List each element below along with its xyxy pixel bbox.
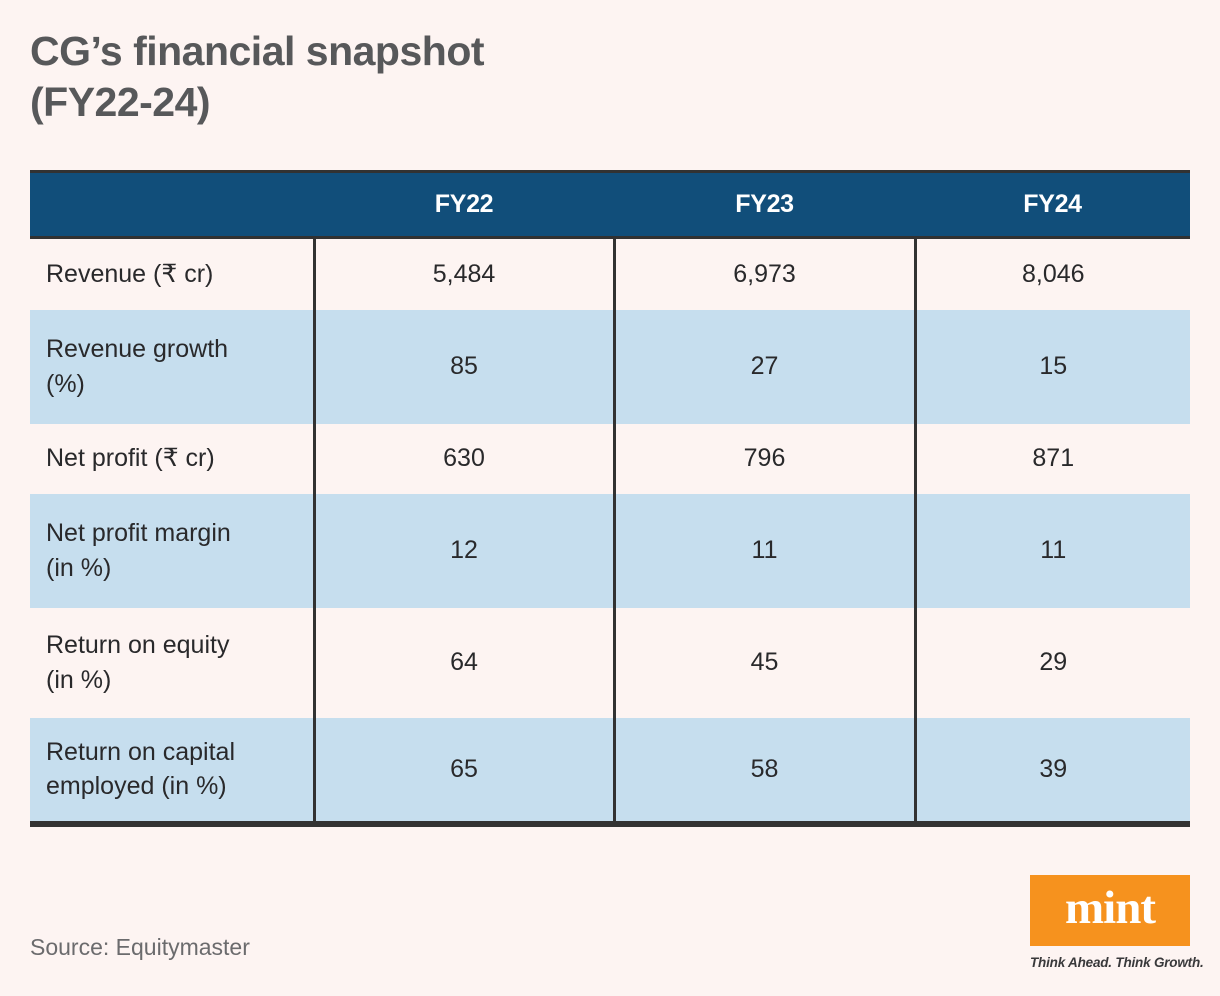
cell-value: 64 <box>312 607 614 718</box>
cell-value: 45 <box>612 607 915 718</box>
table-row: Return on equity (in %) 64 45 29 <box>30 607 1190 718</box>
table-header: FY22 FY23 FY24 <box>30 171 1190 238</box>
table-body: Revenue (₹ cr) 5,484 6,973 8,046 Revenue… <box>30 237 1190 824</box>
table-row: Revenue growth (%) 85 27 15 <box>30 309 1190 424</box>
financial-table: FY22 FY23 FY24 Revenue (₹ cr) 5,484 6,97… <box>30 170 1190 827</box>
header-cell-fy24: FY24 <box>1023 190 1082 218</box>
row-label: Net profit (₹ cr) <box>46 444 215 473</box>
mint-logo-box: mint <box>1030 875 1190 946</box>
table-header-row: FY22 FY23 FY24 <box>30 171 1190 238</box>
cell-value: 5,484 <box>312 237 614 310</box>
page-title: CG’s financial snapshot (FY22-24) <box>30 26 485 128</box>
cell-value: 630 <box>312 423 614 494</box>
row-label: Revenue (₹ cr) <box>46 260 214 288</box>
cell-value: 85 <box>312 309 614 424</box>
row-label: Return on capital employed (in %) <box>46 737 236 801</box>
cell-value: 58 <box>612 717 915 824</box>
row-label: Net profit margin (in %) <box>46 519 231 582</box>
mint-logo-wordmark: mint <box>1065 882 1156 934</box>
cell-value: 11 <box>913 493 1190 608</box>
table-row: Net profit margin (in %) 12 11 11 <box>30 493 1190 608</box>
source-note: Source: Equitymaster <box>30 934 250 960</box>
mint-logo-tagline: Think Ahead. Think Growth. <box>1030 955 1204 970</box>
table-row: Return on capital employed (in %) 65 58 … <box>30 717 1190 824</box>
cell-value: 8,046 <box>913 237 1190 310</box>
row-label: Return on equity (in %) <box>46 631 230 694</box>
header-cell-fy22: FY22 <box>434 190 494 218</box>
row-label: Revenue growth (%) <box>46 335 229 398</box>
header-cell-fy23: FY23 <box>735 190 794 218</box>
cell-value: 871 <box>913 423 1190 494</box>
cell-value: 6,973 <box>612 237 915 310</box>
cell-value: 29 <box>913 607 1190 718</box>
cell-value: 796 <box>612 423 915 494</box>
cell-value: 65 <box>312 717 614 824</box>
page-title-line2: (FY22-24) <box>30 78 211 125</box>
header-cell-blank <box>30 172 314 238</box>
page-title-line1: CG’s financial snapshot <box>30 28 485 74</box>
cell-value: 15 <box>913 309 1190 424</box>
mint-logo: mint Think Ahead. Think Growth. <box>1030 875 1204 970</box>
table-row: Net profit (₹ cr) 630 796 871 <box>30 423 1190 494</box>
cell-value: 39 <box>913 717 1190 824</box>
cell-value: 27 <box>612 309 915 424</box>
cell-value: 11 <box>612 493 915 608</box>
table-row: Revenue (₹ cr) 5,484 6,973 8,046 <box>30 237 1190 310</box>
cell-value: 12 <box>312 493 614 608</box>
